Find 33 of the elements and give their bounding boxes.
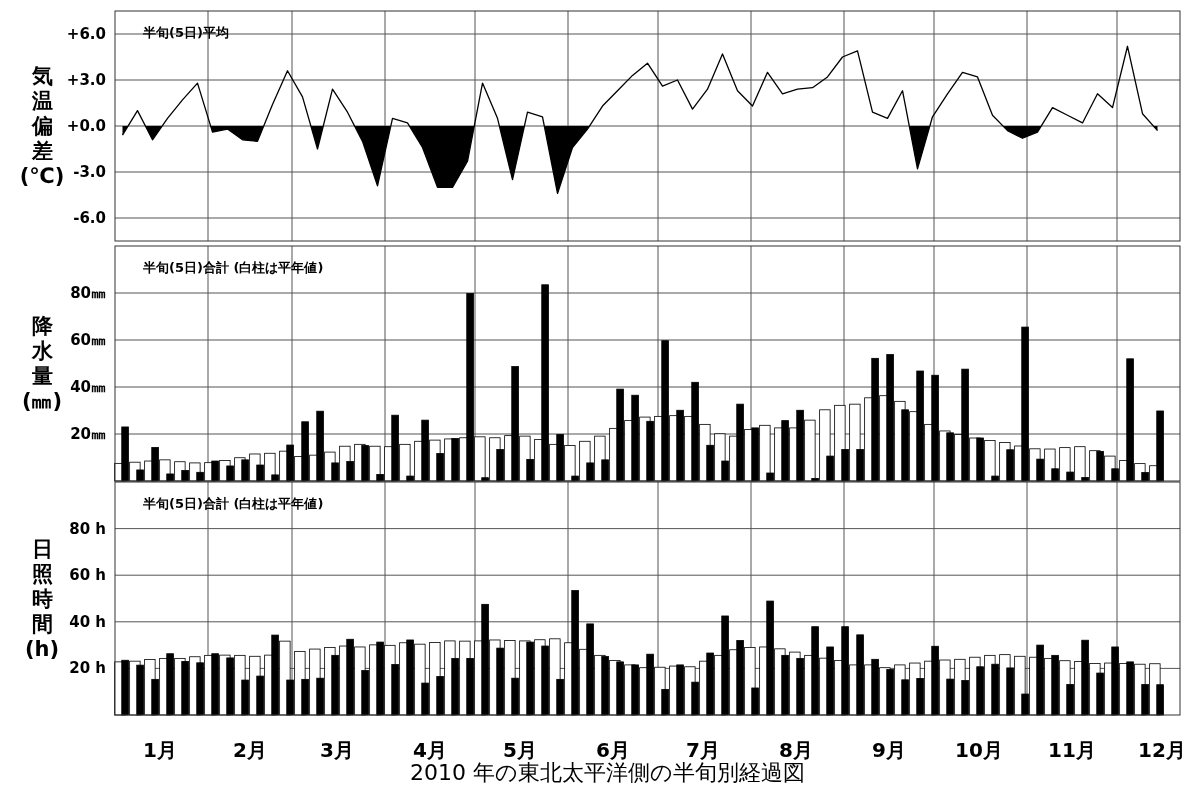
y-tick-label: 60㎜ <box>70 331 106 349</box>
x-tick-label: 3月 <box>320 738 354 762</box>
y-axis-title: 降水量(㎜) <box>21 314 63 413</box>
x-tick-label: 8月 <box>779 738 813 762</box>
y-tick-label: +0.0 <box>66 117 106 135</box>
y-tick-label: -6.0 <box>73 209 106 227</box>
x-tick-label: 2月 <box>233 738 267 762</box>
x-tick-label: 11月 <box>1048 738 1096 762</box>
x-tick-label: 9月 <box>872 738 906 762</box>
y-tick-label: 40 h <box>69 612 106 631</box>
y-tick-label: 20 h <box>69 659 106 678</box>
y-tick-label: 80 h <box>69 519 106 538</box>
y-tick-label: +6.0 <box>66 25 106 43</box>
line-series <box>121 45 1159 195</box>
y-axis-title: 気温偏差(℃) <box>19 64 65 188</box>
y-tick-label: 40㎜ <box>70 378 106 396</box>
y-axis-title: 日照時間(h) <box>24 536 60 661</box>
x-tick-label: 6月 <box>596 738 630 762</box>
text: 半旬(5日)平均 <box>142 25 229 40</box>
x-tick-label: 1月 <box>143 738 177 762</box>
x-tick-label: 5月 <box>503 738 537 762</box>
y-tick-label: 20㎜ <box>70 425 106 443</box>
text: 2010 年の東北太平洋側の半旬別経過図 <box>410 760 805 785</box>
x-tick-label: 12月 <box>1138 738 1186 762</box>
text: 半旬(5日)合計 (白柱は平年値) <box>142 496 324 511</box>
text: 半旬(5日)合計 (白柱は平年値) <box>142 260 324 275</box>
y-tick-label: +3.0 <box>66 71 106 89</box>
x-tick-label: 10月 <box>955 738 1003 762</box>
y-tick-label: -3.0 <box>73 163 106 181</box>
x-tick-label: 7月 <box>686 738 720 762</box>
x-tick-label: 4月 <box>413 738 447 762</box>
y-tick-label: 60 h <box>69 566 106 585</box>
y-tick-label: 80㎜ <box>70 284 106 302</box>
